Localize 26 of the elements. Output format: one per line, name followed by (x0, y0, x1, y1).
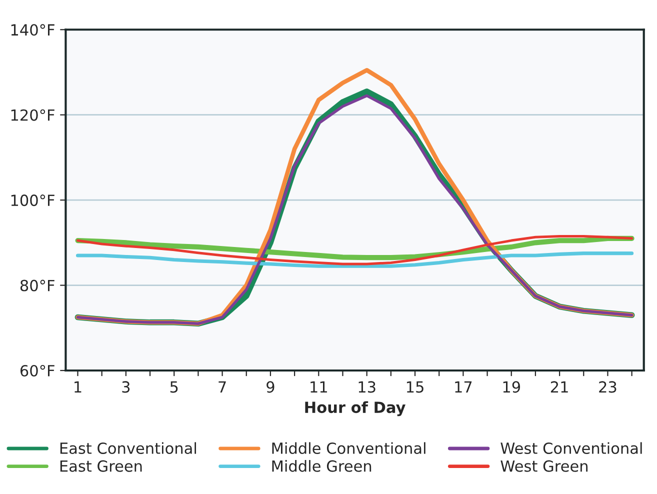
y-tick-label: 140°F (11, 24, 54, 36)
line-series (76, 235, 634, 266)
x-tick-label: 7 (218, 381, 226, 393)
legend-label: Middle Green (272, 460, 372, 472)
x-tick-label: 13 (358, 381, 376, 393)
x-tick-label: 15 (406, 381, 424, 393)
legend-label: East Green (60, 460, 142, 472)
x-tick-label: 3 (122, 381, 130, 393)
line-series (76, 252, 634, 268)
y-tick-label: 60°F (20, 364, 54, 377)
x-axis-title: Hour of Day (305, 401, 406, 416)
y-tick-label: 80°F (20, 280, 54, 292)
legend-label: West Green (500, 460, 588, 472)
x-tick-label: 9 (266, 381, 274, 393)
legend-label: Middle Conventional (272, 442, 426, 454)
legend-label: East Conventional (60, 442, 196, 454)
x-tick-label: 17 (455, 381, 472, 393)
legend-label: West Conventional (500, 442, 642, 454)
x-tick-label: 1 (74, 381, 82, 393)
x-tick-label: 23 (599, 381, 616, 393)
x-tick-label: 5 (170, 381, 178, 393)
x-tick-label: 21 (550, 381, 568, 393)
x-tick-label: 11 (310, 381, 327, 393)
y-tick-label: 100°F (11, 194, 54, 206)
x-tick-label: 19 (503, 381, 520, 393)
y-tick-label: 120°F (11, 109, 54, 121)
